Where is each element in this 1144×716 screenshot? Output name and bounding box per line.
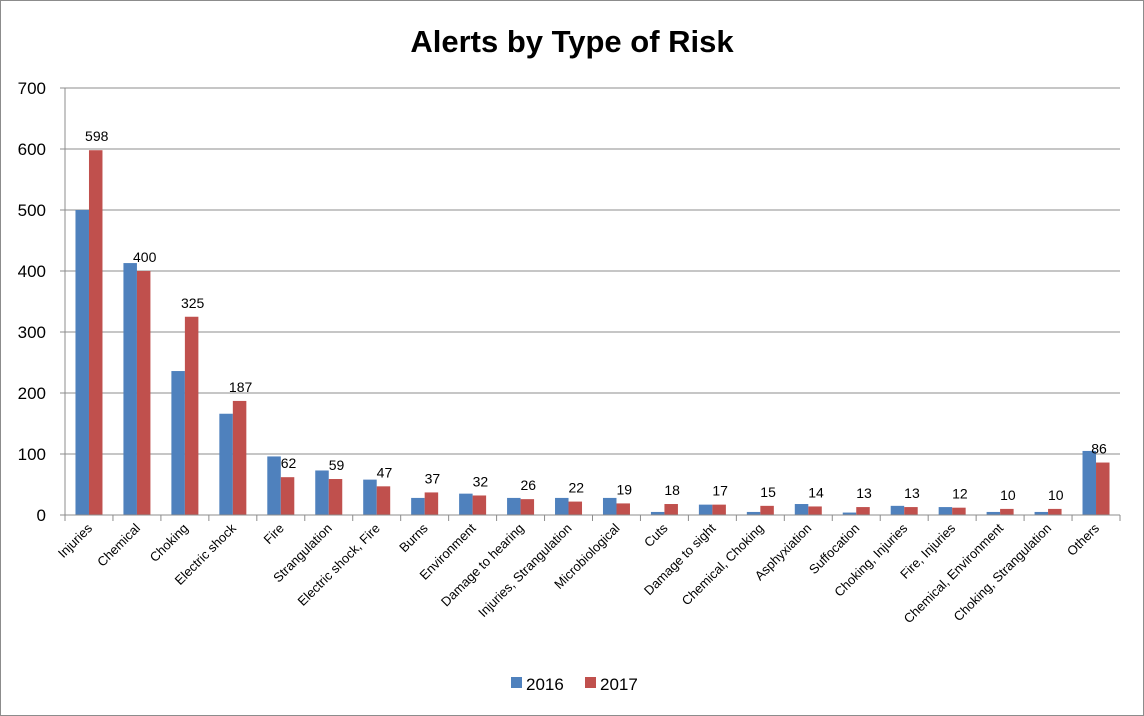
bar-2016	[267, 456, 281, 515]
bar-2017	[664, 504, 678, 515]
y-tick-label: 200	[18, 384, 46, 403]
x-category-label: Burns	[396, 520, 431, 555]
y-tick-label: 400	[18, 262, 46, 281]
x-category-label: Electric shock, Fire	[295, 521, 383, 609]
x-category-label: Others	[1064, 520, 1103, 559]
data-label: 14	[808, 484, 824, 500]
x-category-label: Injuries	[55, 520, 96, 561]
legend-label: 2017	[600, 675, 638, 694]
y-tick-label: 500	[18, 201, 46, 220]
bar-2017	[1048, 508, 1062, 515]
bar-2016	[507, 497, 521, 515]
data-labels: 598 400 325 187 62 59 47 37 32 26 22 19 18 17 15 14 13 13…	[85, 128, 1107, 503]
bar-2016	[555, 497, 569, 515]
x-category-label: Chemical, Choking	[679, 521, 767, 609]
bar-2016	[650, 511, 665, 515]
bar-2017	[1000, 508, 1014, 515]
bar-2016	[602, 497, 617, 515]
y-tick-label: 100	[18, 445, 46, 464]
bar-2016	[698, 504, 713, 515]
chart-title: Alerts by Type of Risk	[410, 24, 734, 59]
y-tick-label: 600	[18, 140, 46, 159]
bar-2016	[842, 512, 857, 515]
bar-2017	[472, 495, 487, 515]
bar-2017	[280, 477, 295, 515]
bar-2016	[123, 263, 137, 515]
data-label: 86	[1091, 441, 1107, 457]
data-label: 15	[760, 484, 776, 500]
data-label: 10	[1000, 487, 1016, 503]
bar-2017	[232, 400, 247, 515]
bar-2017	[376, 486, 391, 515]
x-category-label: Injuries, Strangulation	[475, 521, 575, 621]
y-axis-ticks: 0 100 200 300 400 500 600 700	[18, 79, 46, 525]
gridlines	[60, 87, 1121, 521]
data-label: 12	[952, 486, 968, 502]
bar-2017	[760, 505, 774, 515]
bar-2016	[938, 507, 953, 515]
legend-label: 2016	[526, 675, 564, 694]
bar-2016	[794, 504, 809, 515]
x-category-label: Fire	[260, 521, 286, 547]
bar-2017	[1096, 462, 1110, 515]
bar-2017	[136, 271, 151, 515]
bar-2017	[520, 499, 535, 515]
bar-2017	[808, 506, 822, 515]
data-label: 22	[568, 480, 584, 496]
x-category-label: Cuts	[641, 520, 671, 550]
x-category-label: Chemical	[94, 520, 143, 569]
bar-2016	[1034, 511, 1049, 515]
data-label: 59	[329, 457, 345, 473]
bar-2017	[712, 504, 726, 515]
data-label: 47	[377, 464, 393, 480]
legend-swatch-2016	[511, 677, 522, 688]
data-label: 37	[425, 470, 441, 486]
bar-2016	[171, 371, 185, 515]
data-label: 17	[712, 483, 728, 499]
y-tick-label: 0	[37, 506, 46, 525]
legend: 2016 2017	[511, 675, 638, 694]
bar-2017	[88, 150, 103, 515]
bar-2017	[952, 507, 966, 515]
bar-2016	[890, 505, 905, 515]
bar-2016	[219, 413, 233, 515]
data-label: 187	[229, 379, 253, 395]
bar-2017	[856, 507, 870, 515]
x-category-label: Damage to hearing	[438, 521, 527, 610]
data-label: 10	[1048, 487, 1064, 503]
data-label: 32	[473, 473, 489, 489]
bar-2017	[328, 479, 343, 515]
data-label: 62	[281, 455, 297, 471]
bar-2016	[986, 511, 1001, 515]
data-label: 26	[521, 477, 537, 493]
bar-2017	[904, 507, 918, 515]
y-tick-label: 300	[18, 323, 46, 342]
x-category-label: Choking	[147, 521, 191, 565]
bar-2016	[75, 210, 89, 515]
bar-2017	[616, 503, 630, 515]
data-label: 598	[85, 128, 109, 144]
x-category-label: Choking, Strangulation	[951, 521, 1055, 625]
data-label: 18	[664, 482, 680, 498]
y-tick-label: 700	[18, 79, 46, 98]
bar-2016	[459, 493, 473, 515]
bar-2016	[411, 497, 425, 515]
bar-2017	[424, 492, 439, 515]
bar-2016	[1082, 450, 1097, 515]
bar-2017	[184, 316, 199, 515]
data-label: 13	[856, 485, 872, 501]
bars	[75, 150, 1110, 515]
bar-2016	[363, 479, 377, 515]
data-label: 13	[904, 485, 920, 501]
bar-2017	[568, 501, 583, 515]
data-label: 325	[181, 295, 205, 311]
data-label: 400	[133, 249, 157, 265]
bar-2016	[746, 511, 761, 515]
data-label: 19	[616, 481, 632, 497]
legend-swatch-2017	[585, 677, 596, 688]
bar-2016	[315, 470, 329, 515]
